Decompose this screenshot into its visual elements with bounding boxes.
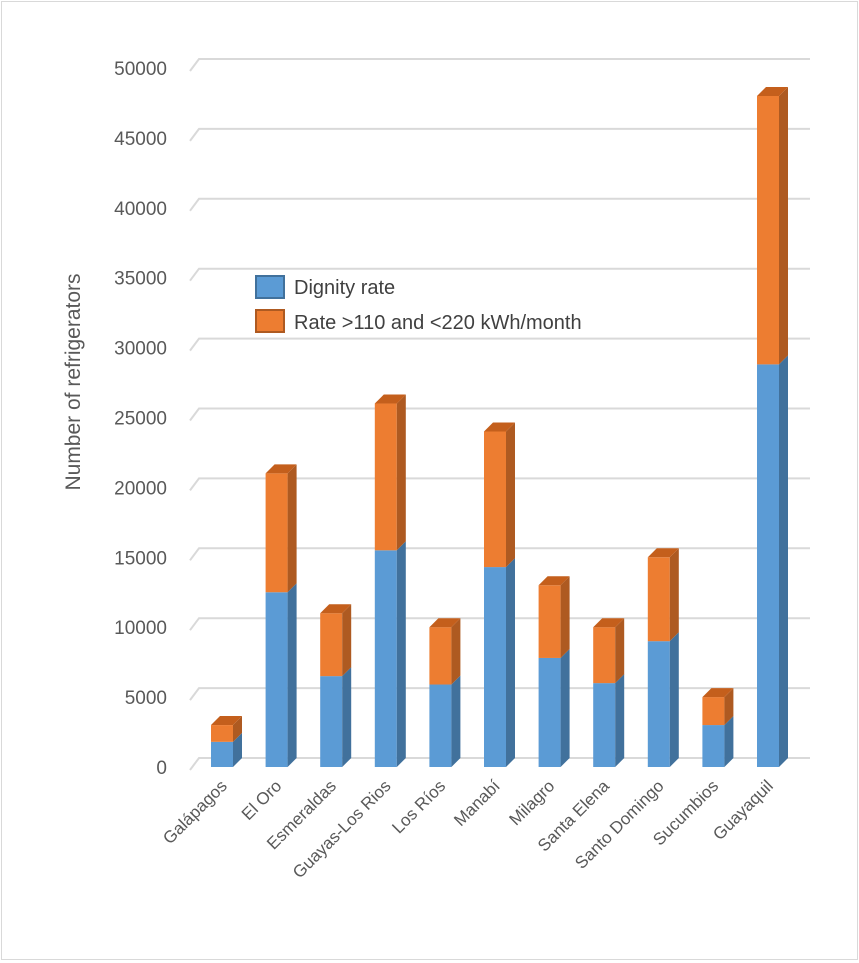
category-label: Milagro xyxy=(506,776,559,829)
bar-side xyxy=(560,576,570,658)
category-label: Manabí xyxy=(450,776,504,830)
gridline xyxy=(189,407,810,422)
category-label: Guayas-Los Rios xyxy=(289,776,395,882)
y-tick-label: 20000 xyxy=(114,478,167,499)
legend: Dignity rate Rate >110 and <220 kWh/mont… xyxy=(255,275,582,334)
gridline xyxy=(189,127,810,142)
bar-top xyxy=(429,618,461,628)
gridline xyxy=(189,337,810,352)
bar-dignity xyxy=(702,725,725,767)
gridline xyxy=(189,197,810,212)
bar-side xyxy=(724,688,734,726)
bar-side xyxy=(342,604,352,677)
bar-rate xyxy=(320,613,343,677)
bar-dignity xyxy=(429,684,452,767)
bar-side xyxy=(779,355,788,767)
bar-dignity xyxy=(593,683,616,767)
bar-side xyxy=(233,732,242,767)
bar-side xyxy=(342,667,352,767)
bar-top xyxy=(265,464,297,474)
gridline xyxy=(189,267,810,282)
bar-top xyxy=(647,548,679,558)
bar-rate xyxy=(702,697,725,726)
y-tick-label: 40000 xyxy=(114,199,167,220)
y-axis-label: Number of refrigerators xyxy=(62,273,85,490)
bar-dignity xyxy=(320,676,343,767)
y-tick-label: 30000 xyxy=(114,339,167,360)
bars xyxy=(211,86,788,767)
y-tick-label: 5000 xyxy=(125,688,167,709)
y-tick-label: 0 xyxy=(156,758,167,779)
bar-top xyxy=(374,394,406,404)
legend-label-rate: Rate >110 and <220 kWh/month xyxy=(294,312,582,334)
legend-swatch-rate xyxy=(255,309,285,333)
category-label: Los Ríos xyxy=(388,776,449,837)
category-label: Galápagos xyxy=(159,776,231,848)
bar-side xyxy=(396,394,406,551)
bar-side xyxy=(451,618,461,685)
bar-rate xyxy=(265,473,288,593)
bar-side xyxy=(779,86,788,365)
bar-side xyxy=(724,716,734,767)
bar-rate xyxy=(593,627,616,684)
bar-dignity xyxy=(484,567,506,767)
bar-rate xyxy=(211,725,233,742)
y-tick-label: 25000 xyxy=(114,409,167,430)
bar-top xyxy=(484,422,515,432)
bar-rate xyxy=(757,95,779,365)
bar-top xyxy=(538,576,570,586)
bar-rate xyxy=(484,431,506,568)
legend-swatch-dignity xyxy=(255,275,285,299)
bar-dignity xyxy=(211,741,233,767)
y-tick-label: 15000 xyxy=(114,548,167,569)
bar-side xyxy=(615,618,625,684)
category-label: Guayaquil xyxy=(709,776,777,844)
bar-rate xyxy=(647,557,670,642)
bar-dignity xyxy=(757,364,779,767)
bar-dignity xyxy=(374,550,397,767)
bar-side xyxy=(287,464,297,593)
bar-side xyxy=(396,541,406,767)
y-tick-label: 45000 xyxy=(114,129,167,150)
category-label: El Oro xyxy=(238,776,286,824)
gridlines xyxy=(189,58,810,771)
bar-side xyxy=(669,632,679,767)
gridline xyxy=(189,58,810,72)
gridline xyxy=(189,547,810,561)
bar-rate xyxy=(429,627,452,685)
y-tick-label: 10000 xyxy=(114,618,167,639)
bar-side xyxy=(233,716,242,742)
bar-dignity xyxy=(265,592,288,767)
bar-top xyxy=(211,716,242,726)
bar-side xyxy=(615,674,625,767)
bar-top xyxy=(593,618,625,628)
y-tick-label: 35000 xyxy=(114,269,167,290)
bar-side xyxy=(560,648,570,767)
y-tick-label: 50000 xyxy=(114,59,167,80)
gridline xyxy=(189,477,810,491)
legend-label-dignity: Dignity rate xyxy=(294,277,395,299)
bar-side xyxy=(506,422,515,568)
bar-rate xyxy=(374,403,397,551)
bar-rate xyxy=(538,585,561,658)
bar-top xyxy=(702,688,734,698)
bar-side xyxy=(669,548,679,642)
bar-dignity xyxy=(647,641,670,767)
bar-side xyxy=(506,558,515,767)
bar-top xyxy=(757,86,788,96)
bar-side xyxy=(451,675,461,767)
bar-top xyxy=(320,604,352,614)
bar-side xyxy=(287,583,297,767)
y-tick-labels: 0 5000 10000 15000 20000 25000 30000 35000 40000… xyxy=(114,59,167,779)
bar-dignity xyxy=(538,657,561,767)
